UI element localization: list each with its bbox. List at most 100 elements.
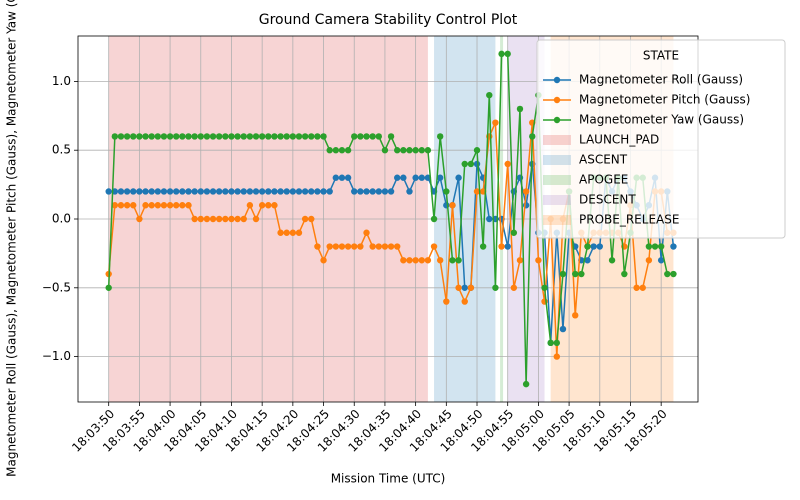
series-marker [504, 50, 511, 58]
series-marker [387, 188, 395, 195]
series-marker [522, 380, 530, 388]
series-marker [387, 243, 395, 250]
series-marker [320, 188, 327, 195]
series-marker [123, 133, 131, 140]
series-marker [455, 174, 462, 181]
series-marker [166, 188, 174, 195]
series-marker [222, 215, 229, 223]
series-marker [314, 188, 321, 195]
series-marker [351, 133, 358, 140]
series-marker [252, 215, 260, 223]
series-marker [369, 133, 376, 140]
series-marker [277, 229, 284, 236]
series-marker [117, 202, 125, 209]
series-marker [443, 298, 450, 305]
series-marker [633, 284, 640, 291]
series-marker [203, 133, 211, 140]
series-marker [375, 133, 382, 140]
series-marker [400, 257, 407, 264]
series-marker [670, 270, 677, 278]
series-marker [173, 202, 180, 209]
series-marker [197, 215, 204, 223]
series-marker [351, 188, 358, 195]
y-axis-label: Magnetometer Roll (Gauss), Magnetometer … [5, 0, 19, 477]
series-marker [117, 133, 125, 140]
series-marker [363, 133, 370, 140]
series-marker [215, 215, 223, 223]
series-marker [179, 188, 186, 195]
y-tick-label: 0.0 [52, 212, 71, 226]
series-marker [185, 188, 192, 195]
series-marker [283, 229, 290, 236]
legend-swatch [543, 175, 571, 185]
series-marker [215, 188, 223, 195]
series-marker [424, 257, 432, 264]
series-marker [283, 188, 290, 195]
series-marker [240, 188, 247, 195]
series-marker [142, 188, 149, 195]
series-marker [651, 243, 659, 250]
series-marker [412, 174, 419, 181]
series-marker [541, 284, 548, 291]
series-marker [590, 243, 597, 250]
series-marker [461, 160, 468, 168]
series-marker [553, 339, 561, 347]
series-marker [228, 188, 235, 195]
series-marker [197, 188, 204, 195]
series-marker [375, 188, 382, 195]
series-marker [535, 257, 542, 264]
series-marker [430, 215, 438, 223]
series-marker [295, 188, 303, 195]
series-marker [400, 174, 407, 181]
series-marker [400, 147, 407, 154]
series-marker [436, 174, 444, 181]
y-tick-label: 1.0 [52, 74, 71, 88]
series-marker [289, 188, 297, 195]
series-marker [301, 215, 309, 223]
legend-label: DESCENT [579, 193, 636, 207]
legend-marker [553, 76, 561, 84]
series-marker [277, 133, 284, 140]
series-marker [308, 215, 315, 223]
legend-swatch [543, 215, 571, 225]
series-marker [418, 257, 425, 264]
series-marker [222, 188, 229, 195]
series-marker [516, 257, 524, 264]
series-marker [443, 188, 450, 195]
series-marker [559, 270, 567, 278]
series-marker [664, 270, 671, 278]
series-marker [639, 284, 646, 291]
series-marker [166, 202, 174, 209]
series-marker [154, 202, 162, 209]
series-marker [283, 133, 290, 140]
series-marker [670, 243, 677, 250]
series-marker [136, 188, 143, 195]
series-marker [418, 147, 425, 154]
series-marker [344, 243, 352, 250]
series-marker [148, 188, 155, 195]
series-marker [258, 202, 266, 209]
series-marker [522, 202, 530, 209]
series-marker [375, 243, 382, 250]
series-marker [117, 188, 125, 195]
series-marker [572, 270, 579, 278]
series-marker [357, 243, 364, 250]
y-tick-label: −0.5 [42, 280, 71, 294]
series-marker [424, 147, 432, 154]
legend-swatch [543, 155, 571, 165]
series-marker [209, 188, 217, 195]
series-marker [394, 174, 401, 181]
series-marker [443, 202, 450, 209]
series-marker [320, 133, 327, 140]
series-marker [467, 160, 475, 168]
legend-label: ASCENT [579, 153, 628, 167]
series-marker [418, 174, 425, 181]
series-marker [547, 339, 554, 347]
series-marker [357, 188, 364, 195]
series-marker [185, 133, 192, 140]
series-marker [436, 257, 444, 264]
series-marker [154, 133, 162, 140]
series-marker [148, 133, 155, 140]
series-marker [381, 188, 389, 195]
series-marker [344, 147, 352, 154]
